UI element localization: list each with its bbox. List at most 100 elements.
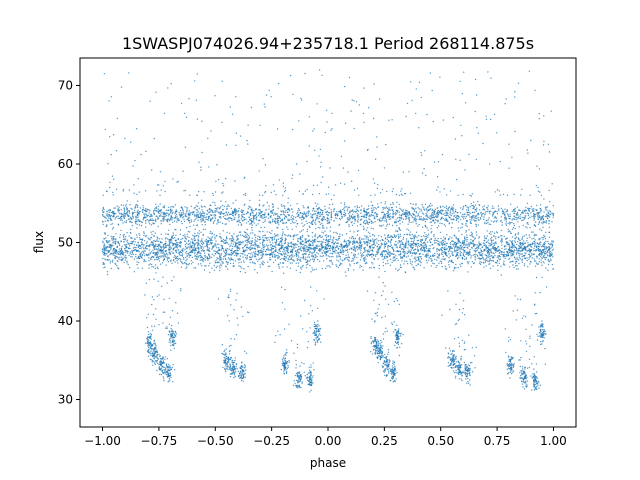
data-point bbox=[480, 248, 482, 250]
data-point bbox=[380, 225, 382, 227]
data-point bbox=[181, 249, 184, 251]
data-point bbox=[272, 212, 274, 214]
data-point bbox=[482, 257, 484, 259]
data-point bbox=[229, 238, 231, 240]
data-point bbox=[162, 244, 165, 246]
data-point bbox=[509, 257, 511, 259]
data-point bbox=[137, 256, 140, 258]
data-point bbox=[120, 251, 122, 253]
data-point bbox=[422, 253, 424, 256]
data-point bbox=[226, 237, 228, 240]
data-point bbox=[131, 256, 133, 258]
data-point bbox=[361, 253, 363, 255]
data-point bbox=[222, 248, 225, 250]
data-point bbox=[271, 270, 273, 273]
data-point bbox=[178, 257, 181, 260]
data-point bbox=[516, 258, 518, 260]
data-point bbox=[242, 240, 244, 243]
data-point bbox=[420, 256, 422, 258]
data-point bbox=[194, 255, 196, 258]
data-point bbox=[165, 246, 167, 249]
data-point bbox=[523, 263, 526, 265]
data-point bbox=[268, 239, 270, 241]
data-point bbox=[110, 248, 112, 250]
data-point bbox=[378, 243, 380, 246]
data-point bbox=[338, 237, 341, 239]
data-point bbox=[382, 265, 385, 267]
data-point bbox=[246, 258, 248, 260]
data-point bbox=[286, 250, 289, 253]
data-point bbox=[330, 198, 333, 201]
data-point bbox=[495, 247, 498, 250]
data-point bbox=[195, 242, 198, 244]
data-point bbox=[515, 260, 517, 263]
data-point bbox=[426, 206, 429, 209]
data-point bbox=[517, 233, 519, 235]
data-point bbox=[303, 207, 305, 209]
data-point bbox=[366, 250, 368, 252]
data-point bbox=[229, 262, 232, 265]
data-point bbox=[533, 242, 535, 245]
data-point bbox=[487, 219, 489, 221]
data-point bbox=[148, 267, 150, 269]
data-point bbox=[237, 241, 240, 243]
data-point bbox=[549, 246, 551, 249]
data-point bbox=[443, 223, 445, 226]
data-point bbox=[237, 242, 239, 244]
data-point bbox=[450, 218, 452, 221]
data-point bbox=[320, 249, 322, 251]
data-point bbox=[249, 249, 251, 251]
data-point bbox=[463, 241, 465, 244]
data-point bbox=[176, 257, 178, 260]
data-point bbox=[336, 246, 339, 248]
data-point bbox=[123, 216, 125, 218]
data-point bbox=[263, 240, 265, 242]
data-point bbox=[178, 244, 181, 247]
data-point bbox=[278, 215, 280, 218]
data-point bbox=[501, 237, 503, 240]
data-point bbox=[488, 261, 490, 263]
data-point bbox=[350, 248, 353, 250]
data-point bbox=[299, 236, 302, 238]
data-point bbox=[186, 208, 188, 210]
data-point bbox=[423, 249, 426, 251]
data-point bbox=[329, 238, 331, 241]
data-point bbox=[523, 242, 525, 245]
data-point bbox=[185, 238, 188, 240]
data-point bbox=[148, 212, 150, 214]
data-point bbox=[486, 246, 488, 249]
data-point bbox=[496, 262, 498, 264]
data-point bbox=[232, 259, 234, 261]
data-point bbox=[312, 240, 315, 243]
data-point bbox=[326, 265, 328, 267]
data-point bbox=[269, 254, 272, 256]
data-point bbox=[165, 237, 167, 239]
data-point bbox=[107, 246, 109, 248]
data-point bbox=[396, 230, 399, 233]
data-point bbox=[404, 245, 407, 248]
data-point bbox=[402, 209, 405, 211]
data-point bbox=[267, 244, 269, 246]
data-point bbox=[492, 239, 494, 241]
data-point bbox=[421, 212, 424, 214]
data-point bbox=[229, 259, 231, 261]
data-point bbox=[267, 217, 270, 219]
data-point bbox=[515, 253, 518, 255]
data-point bbox=[393, 243, 396, 245]
data-point bbox=[243, 219, 246, 221]
data-point bbox=[134, 249, 136, 251]
data-point bbox=[389, 218, 392, 220]
data-point bbox=[312, 252, 314, 254]
data-point bbox=[486, 250, 488, 252]
data-point bbox=[205, 216, 207, 218]
data-point bbox=[533, 249, 535, 252]
data-point bbox=[518, 256, 521, 258]
data-point bbox=[522, 243, 524, 246]
data-point bbox=[131, 218, 133, 221]
data-point bbox=[446, 255, 448, 257]
data-point bbox=[515, 268, 518, 270]
data-point bbox=[133, 244, 135, 246]
data-point bbox=[545, 219, 547, 222]
data-point bbox=[534, 245, 536, 247]
data-point bbox=[186, 253, 188, 255]
